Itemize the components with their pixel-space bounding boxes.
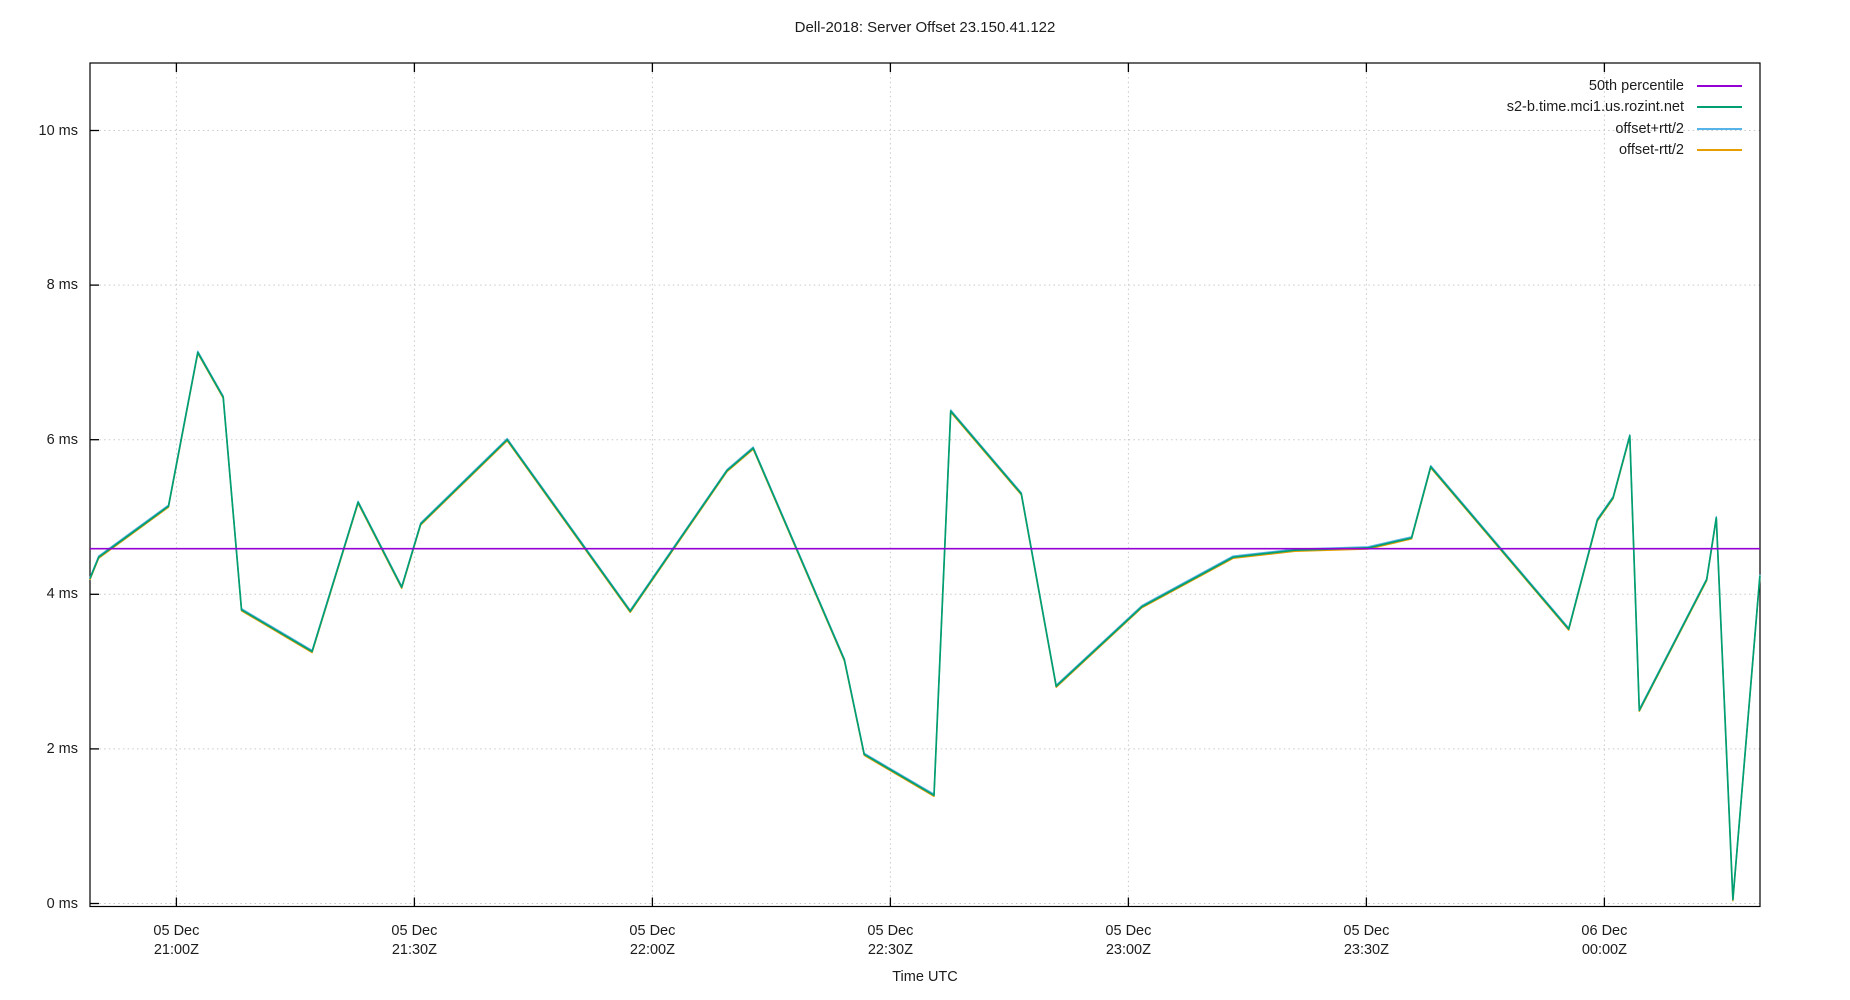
y-tick-label-2: 2 ms <box>46 740 78 757</box>
x-tick-label-date: 05 Dec <box>153 923 200 939</box>
legend-label-server-offset: s2-b.time.mci1.us.rozint.net <box>1506 99 1684 116</box>
legend-row-server-offset: s2-b.time.mci1.us.rozint.net <box>1507 97 1742 119</box>
x-tick-label-21:00Z: 05 Dec 21:00Z <box>106 922 246 960</box>
series-line-server-offset <box>89 351 1761 901</box>
legend-sample-offset-plus-rtt <box>1697 127 1742 130</box>
legend: 50th percentile s2-b.time.mci1.us.rozint… <box>1507 75 1742 161</box>
legend-row-offset-minus-rtt: offset-rtt/2 <box>1507 140 1742 162</box>
y-tick-label-4: 4 ms <box>46 586 78 603</box>
x-tick-label-time: 21:30Z <box>391 942 437 958</box>
legend-label-50th-percentile: 50th percentile <box>1588 77 1684 94</box>
series-line-offset-plus-rtt <box>89 350 1761 900</box>
x-tick-label-date: 05 Dec <box>391 923 438 939</box>
x-tick-label-22:30Z: 05 Dec 22:30Z <box>820 922 960 960</box>
legend-sample-50th-percentile <box>1697 84 1742 87</box>
x-tick-label-00:00Z: 06 Dec 00:00Z <box>1534 922 1674 960</box>
series-line-offset-minus-rtt <box>89 352 1761 902</box>
y-tick-label-10: 10 ms <box>38 122 79 139</box>
plot-border <box>89 62 1761 908</box>
x-tick-label-date: 05 Dec <box>867 923 914 939</box>
y-tick-label-8: 8 ms <box>46 277 78 294</box>
x-tick-label-date: 05 Dec <box>1105 923 1152 939</box>
legend-sample-offset-minus-rtt <box>1697 149 1742 152</box>
x-tick-label-22:00Z: 05 Dec 22:00Z <box>582 922 722 960</box>
x-tick-label-time: 21:00Z <box>153 942 199 958</box>
legend-sample-server-offset <box>1697 106 1742 109</box>
y-tick-label-6: 6 ms <box>46 431 78 448</box>
chart-title: Dell-2018: Server Offset 23.150.41.122 <box>794 19 1056 36</box>
legend-label-offset-plus-rtt: offset+rtt/2 <box>1615 120 1684 137</box>
legend-row-offset-plus-rtt: offset+rtt/2 <box>1507 118 1742 140</box>
x-tick-label-date: 05 Dec <box>1343 923 1390 939</box>
x-tick-label-time: 00:00Z <box>1581 942 1627 958</box>
x-tick-label-23:30Z: 05 Dec 23:30Z <box>1296 922 1436 960</box>
x-axis-title: Time UTC <box>892 969 958 985</box>
x-tick-label-date: 06 Dec <box>1581 923 1628 939</box>
x-tick-label-time: 22:30Z <box>867 942 913 958</box>
x-tick-label-time: 22:00Z <box>629 942 675 958</box>
legend-label-offset-minus-rtt: offset-rtt/2 <box>1618 142 1684 159</box>
x-tick-label-21:30Z: 05 Dec 21:30Z <box>344 922 484 960</box>
x-tick-label-time: 23:30Z <box>1343 942 1389 958</box>
legend-row-50th-percentile: 50th percentile <box>1507 75 1742 97</box>
x-tick-label-23:00Z: 05 Dec 23:00Z <box>1058 922 1198 960</box>
y-tick-label-0: 0 ms <box>46 895 78 912</box>
x-tick-label-date: 05 Dec <box>629 923 676 939</box>
x-tick-label-time: 23:00Z <box>1105 942 1151 958</box>
